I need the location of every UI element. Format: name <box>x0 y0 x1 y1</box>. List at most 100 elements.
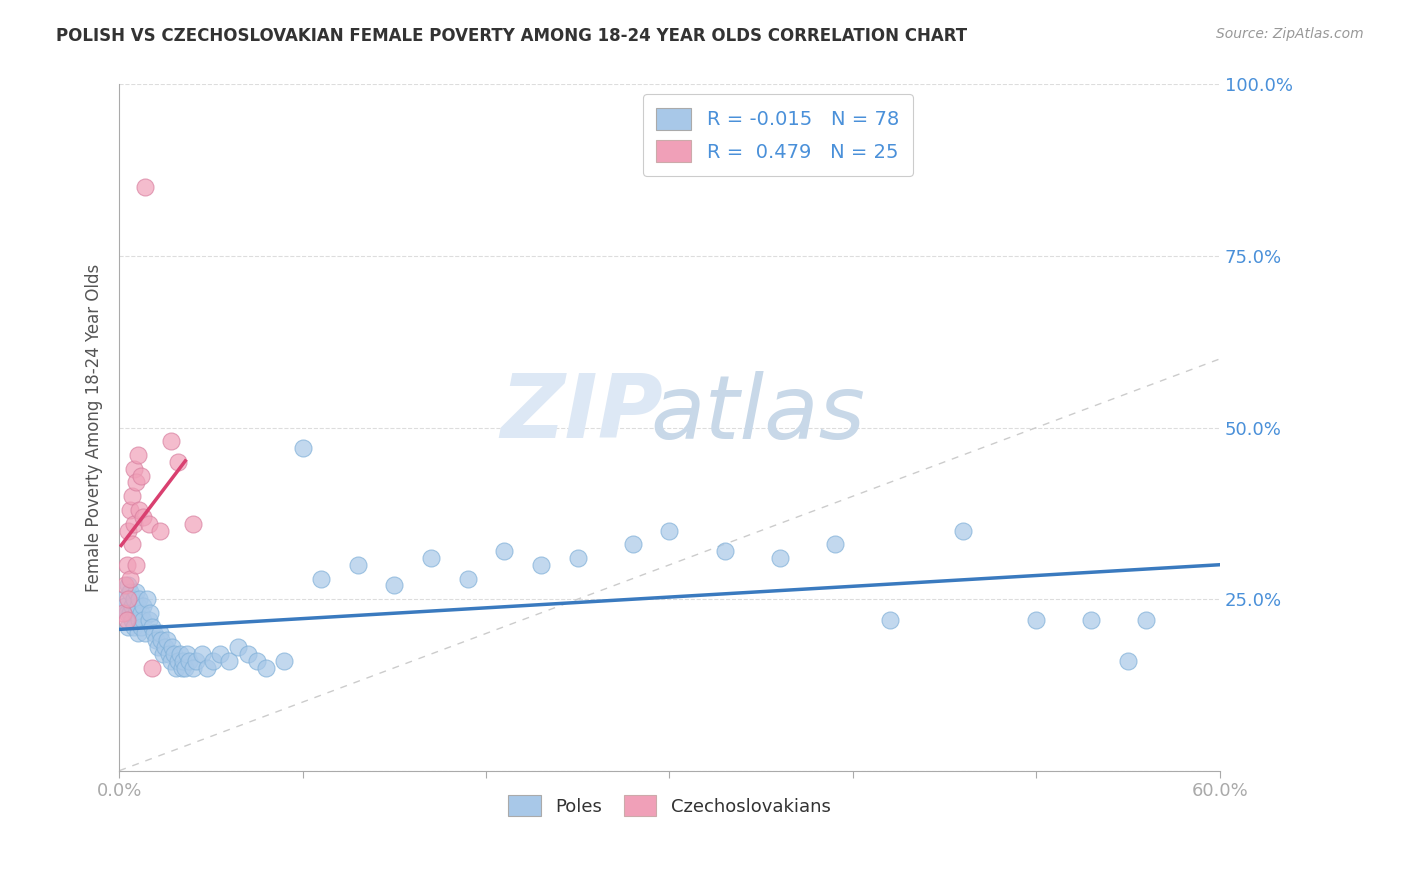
Point <box>246 654 269 668</box>
Point <box>530 558 553 572</box>
Point <box>115 606 138 620</box>
Point <box>117 619 139 633</box>
Point <box>141 619 163 633</box>
Text: ZIP: ZIP <box>501 370 662 458</box>
Point <box>172 654 194 668</box>
Point <box>176 647 198 661</box>
Text: atlas: atlas <box>650 371 865 457</box>
Point <box>1080 613 1102 627</box>
Point <box>621 537 644 551</box>
Point <box>122 461 145 475</box>
Point <box>125 558 148 572</box>
Point <box>195 661 218 675</box>
Point <box>120 572 142 586</box>
Point <box>879 613 901 627</box>
Point <box>457 572 479 586</box>
Point <box>111 592 134 607</box>
Point <box>145 633 167 648</box>
Point <box>146 640 169 655</box>
Point <box>824 537 846 551</box>
Point <box>191 647 214 661</box>
Point <box>121 489 143 503</box>
Y-axis label: Female Poverty Among 18-24 Year Olds: Female Poverty Among 18-24 Year Olds <box>86 263 103 591</box>
Point <box>658 524 681 538</box>
Point <box>114 578 136 592</box>
Point <box>132 599 155 613</box>
Point <box>132 509 155 524</box>
Point <box>254 661 277 675</box>
Point <box>125 585 148 599</box>
Point <box>122 592 145 607</box>
Point <box>120 606 142 620</box>
Point <box>129 606 152 620</box>
Point <box>186 654 208 668</box>
Point <box>143 626 166 640</box>
Point <box>138 613 160 627</box>
Point <box>132 613 155 627</box>
Point <box>120 503 142 517</box>
Point <box>157 647 180 661</box>
Point <box>309 572 332 586</box>
Point <box>494 544 516 558</box>
Point <box>384 578 406 592</box>
Point <box>117 578 139 592</box>
Point <box>167 654 190 668</box>
Point <box>162 640 184 655</box>
Point <box>111 606 134 620</box>
Point <box>122 619 145 633</box>
Point <box>149 524 172 538</box>
Point <box>1025 613 1047 627</box>
Point <box>163 647 186 661</box>
Point <box>152 647 174 661</box>
Point <box>121 537 143 551</box>
Point <box>150 633 173 648</box>
Point <box>174 661 197 675</box>
Point <box>122 516 145 531</box>
Point <box>236 647 259 661</box>
Point <box>768 551 790 566</box>
Point <box>177 654 200 668</box>
Point <box>117 524 139 538</box>
Point <box>153 640 176 655</box>
Point <box>128 592 150 607</box>
Point <box>129 468 152 483</box>
Point <box>181 661 204 675</box>
Point <box>128 613 150 627</box>
Point <box>159 654 181 668</box>
Point <box>139 606 162 620</box>
Point <box>159 434 181 449</box>
Point <box>127 448 149 462</box>
Point <box>129 619 152 633</box>
Point <box>134 626 156 640</box>
Point <box>567 551 589 566</box>
Point <box>134 180 156 194</box>
Point <box>156 633 179 648</box>
Point <box>167 455 190 469</box>
Point <box>127 626 149 640</box>
Point <box>291 441 314 455</box>
Legend: Poles, Czechoslovakians: Poles, Czechoslovakians <box>501 789 838 823</box>
Point <box>228 640 250 655</box>
Point <box>115 558 138 572</box>
Point <box>121 599 143 613</box>
Point <box>117 592 139 607</box>
Point <box>138 516 160 531</box>
Point <box>346 558 368 572</box>
Point <box>127 599 149 613</box>
Point <box>1116 654 1139 668</box>
Point <box>125 475 148 490</box>
Point <box>114 599 136 613</box>
Point <box>128 503 150 517</box>
Point <box>149 626 172 640</box>
Point <box>169 647 191 661</box>
Point <box>1135 613 1157 627</box>
Point <box>218 654 240 668</box>
Point <box>209 647 232 661</box>
Point <box>135 592 157 607</box>
Point <box>713 544 735 558</box>
Point <box>201 654 224 668</box>
Point <box>120 585 142 599</box>
Point <box>165 661 187 675</box>
Point <box>420 551 443 566</box>
Text: Source: ZipAtlas.com: Source: ZipAtlas.com <box>1216 27 1364 41</box>
